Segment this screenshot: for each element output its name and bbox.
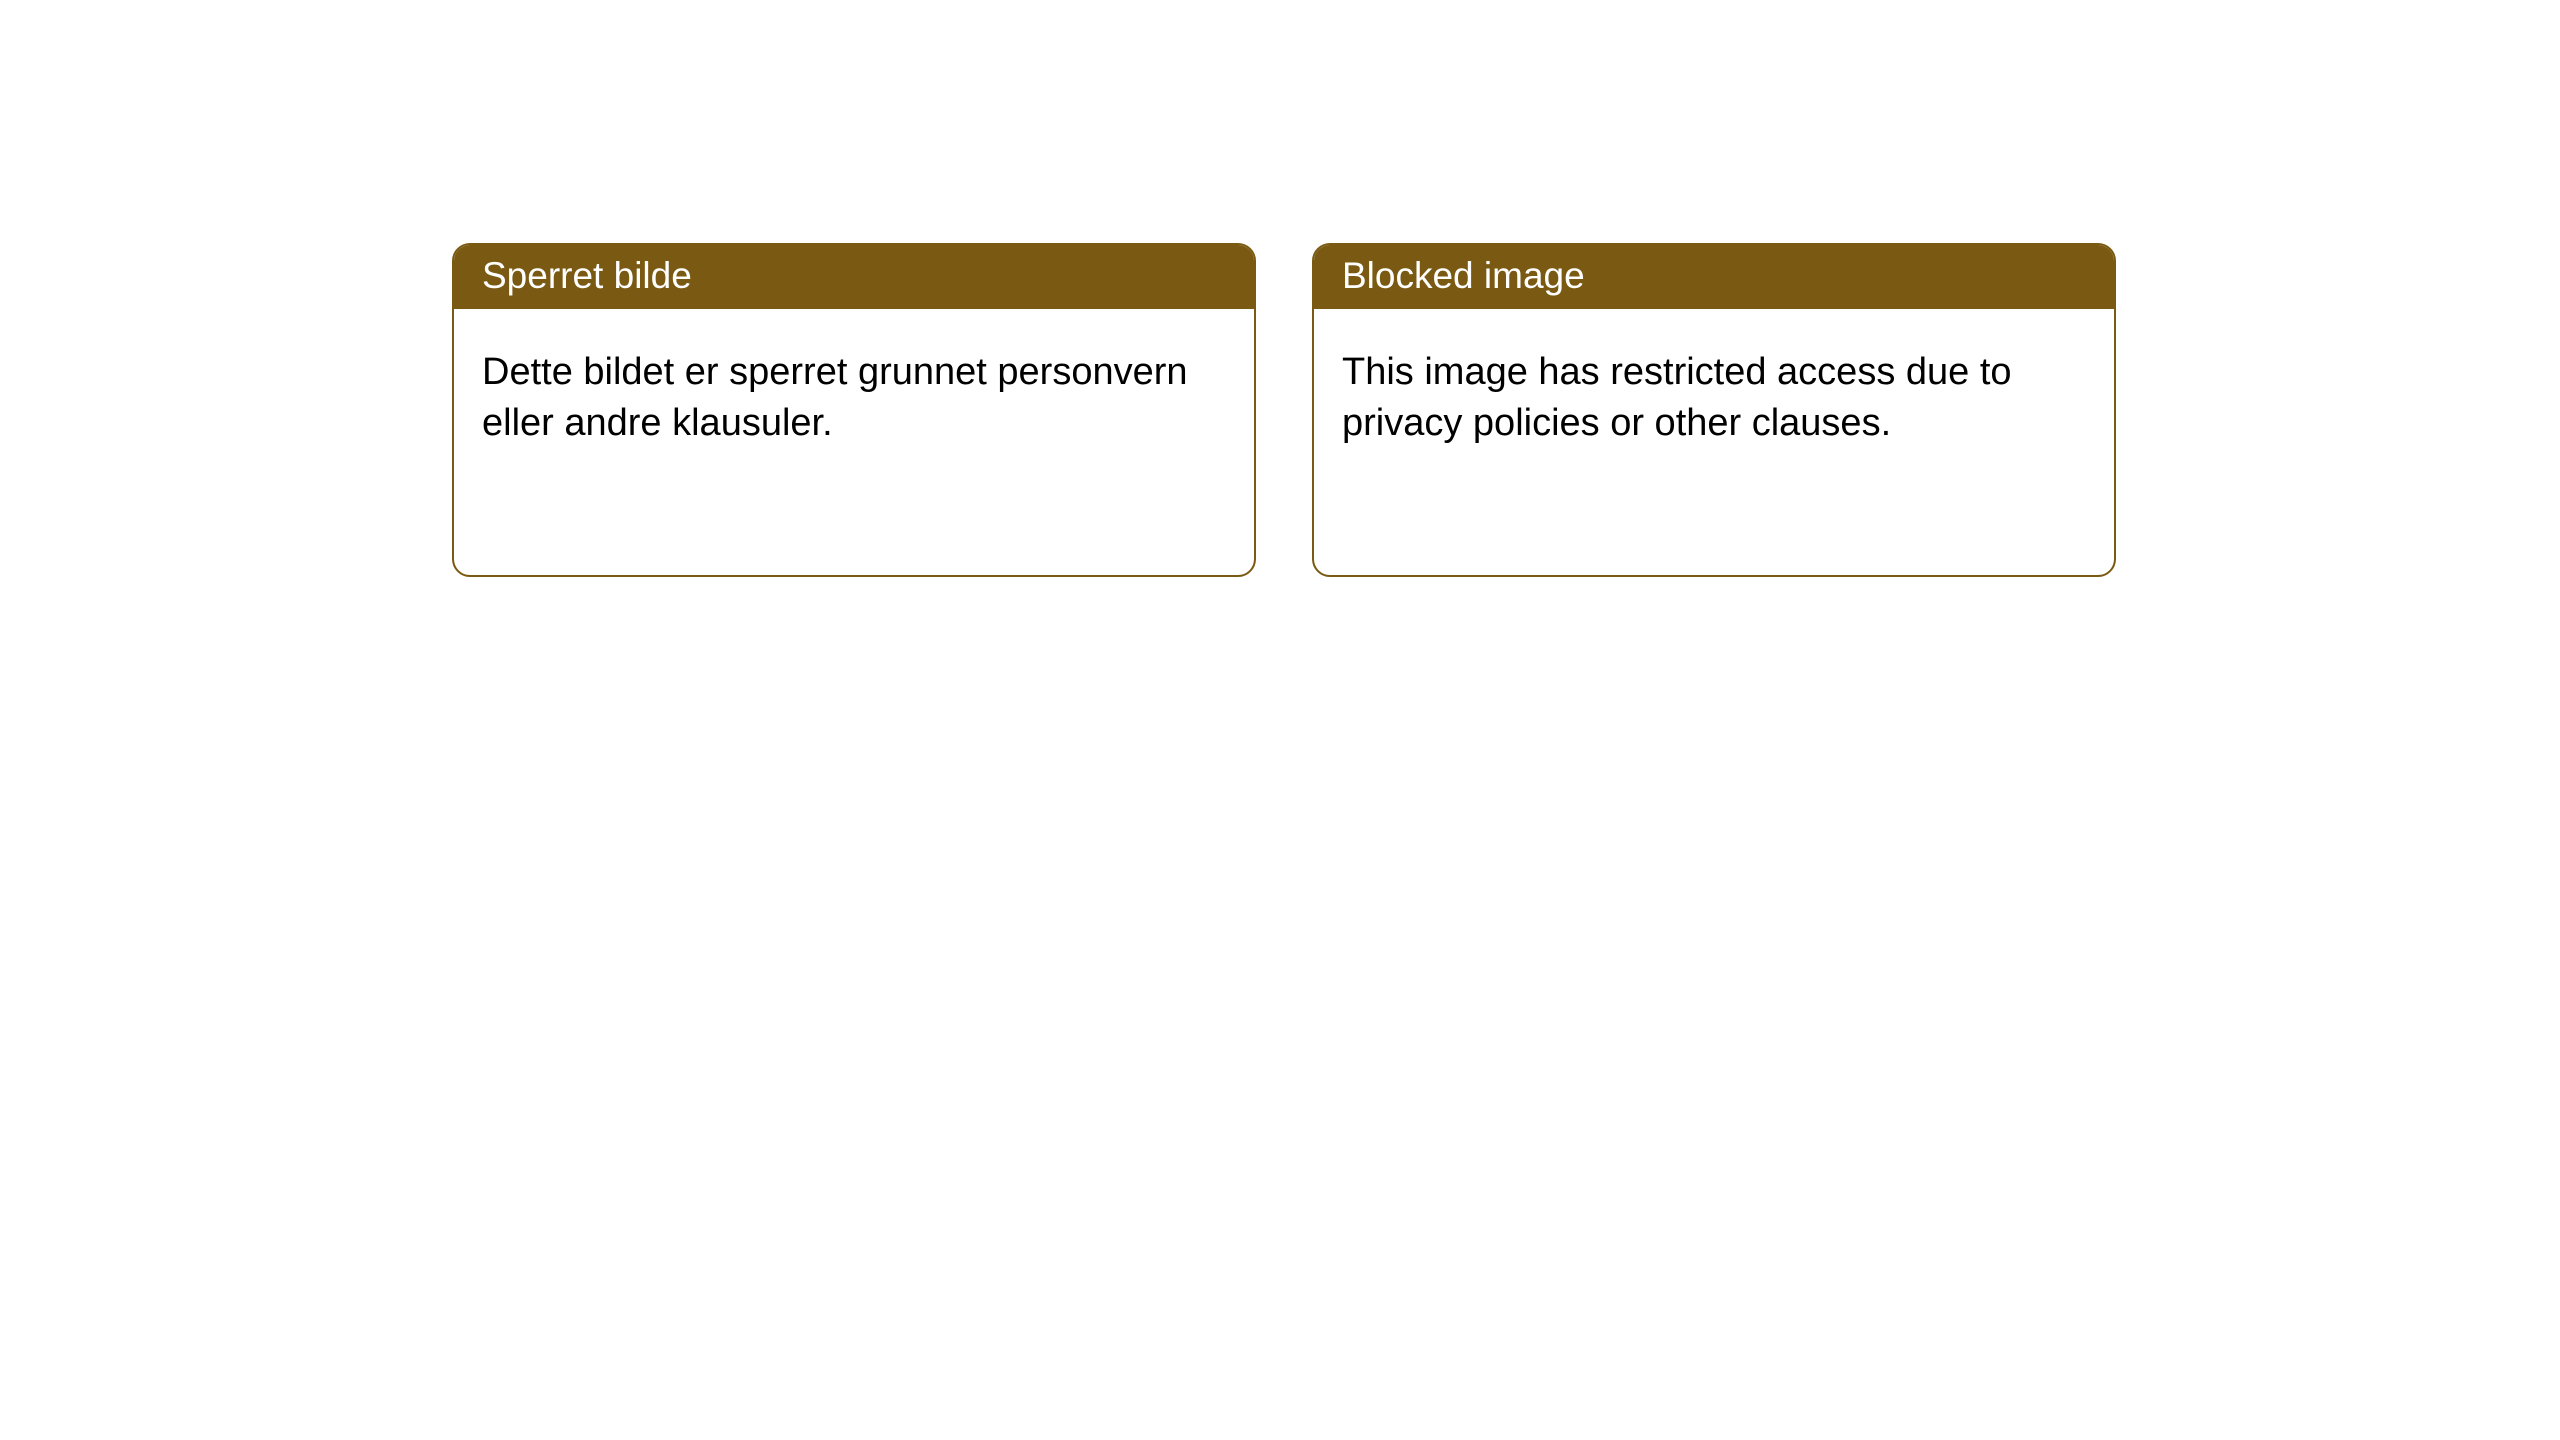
card-body-text: This image has restricted access due to … (1314, 309, 2114, 478)
card-body-text: Dette bildet er sperret grunnet personve… (454, 309, 1254, 478)
card-title: Blocked image (1314, 245, 2114, 309)
blocked-image-card-english: Blocked image This image has restricted … (1312, 243, 2116, 577)
notice-cards-row: Sperret bilde Dette bildet er sperret gr… (0, 0, 2560, 577)
card-title: Sperret bilde (454, 245, 1254, 309)
blocked-image-card-norwegian: Sperret bilde Dette bildet er sperret gr… (452, 243, 1256, 577)
